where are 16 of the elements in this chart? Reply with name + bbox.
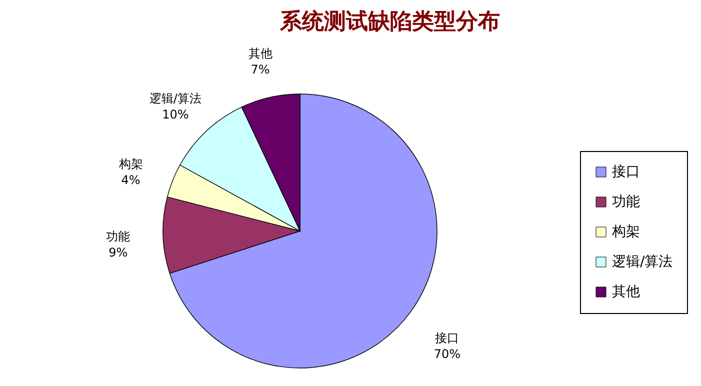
slice-label: 接口 [435,330,460,345]
slice-label: 逻辑/算法 [149,91,202,106]
slice-label: 功能 [106,230,130,244]
legend-label: 接口 [612,164,640,180]
data-label: 10% [162,107,189,122]
legend-label: 功能 [612,194,640,210]
data-label: 70% [434,346,461,361]
slice-label: 构架 [118,157,143,171]
chart-title: 系统测试缺陷类型分布 [279,8,500,34]
slice-label: 其他 [248,46,272,60]
data-label: 9% [108,246,128,260]
data-label: 7% [250,62,270,76]
legend-label: 构架 [611,224,640,240]
legend-label: 其他 [612,284,640,300]
data-label: 4% [121,173,140,187]
legend-label: 逻辑/算法 [612,254,673,270]
